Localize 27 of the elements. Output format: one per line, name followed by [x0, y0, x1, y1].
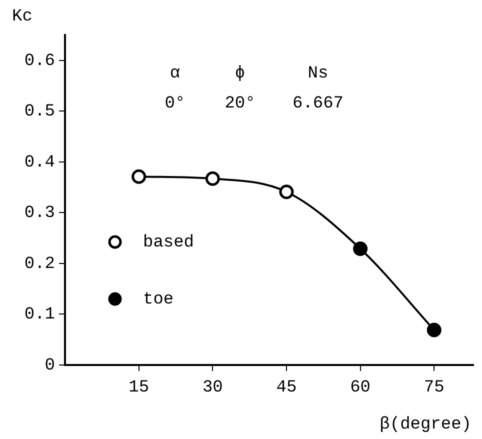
x-tick-label: 45 [276, 378, 297, 398]
annotation: Ns [308, 64, 328, 84]
annotation: 0° [164, 94, 186, 114]
point [353, 241, 368, 256]
x-tick-label: 60 [350, 378, 371, 398]
point [279, 184, 294, 200]
legend-label: toe [143, 290, 174, 310]
x-axis-title: β(degree) [380, 416, 472, 434]
y-tick-label: 0.1 [24, 306, 55, 325]
y-tick-label: 0 [44, 356, 55, 376]
y-tick-label: 0.2 [24, 254, 55, 274]
y-tick-label: 0.5 [24, 102, 55, 122]
y-tick-label: 0.4 [24, 153, 55, 172]
y-axis-title: Kc [12, 8, 32, 26]
point [426, 322, 442, 338]
legend-label: based [143, 234, 194, 252]
point [205, 171, 220, 186]
x-tick-label: 75 [424, 378, 444, 398]
x-tick-label: 15 [128, 378, 150, 398]
point [132, 169, 146, 184]
annotation: 20° [224, 94, 256, 114]
annotation: α [170, 64, 180, 84]
y-tick-label: 0.6 [24, 52, 55, 71]
annotation: 6.667 [292, 94, 344, 114]
annotation: ϕ [234, 64, 246, 84]
x-tick-label: 30 [202, 378, 223, 398]
y-tick-label: 0.3 [24, 204, 55, 224]
